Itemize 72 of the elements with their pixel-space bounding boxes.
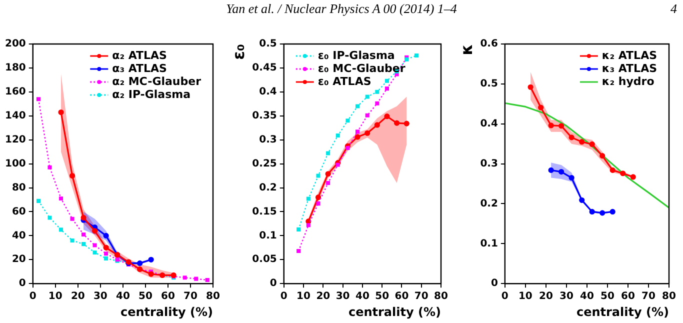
x-axis-title: centrality (%) (348, 304, 441, 319)
x-tick-label: 30 (93, 291, 108, 302)
x-tick-label: 60 (161, 291, 175, 302)
y-tick-label: 0.3 (259, 134, 277, 146)
x-tick-label: 10 (296, 291, 311, 302)
y-tick-label: 0 (490, 278, 498, 290)
y-tick-label: 0.5 (259, 38, 277, 50)
y-tick-label: 80 (12, 182, 26, 194)
legend-label: κ₂ hydro (602, 74, 655, 88)
y-tick-label: 0.25 (252, 158, 277, 170)
x-tick-label: 30 (336, 291, 350, 302)
y-tick-label: 0.2 (259, 182, 277, 194)
legend-label: α₂ MC-Glauber (112, 74, 202, 88)
x-tick-label: 70 (642, 291, 656, 302)
x-tick-label: 80 (434, 291, 448, 302)
y-axis-title: ε₀ (228, 44, 248, 60)
y-tick-label: 0.15 (252, 206, 277, 218)
y-tick-label: 60 (12, 206, 26, 218)
y-tick-label: 0.4 (480, 118, 498, 130)
x-tick-label: 10 (518, 291, 532, 302)
legend-label: α₂ ATLAS (112, 48, 168, 62)
x-tick-label: 0 (501, 291, 508, 302)
x-tick-label: 50 (375, 291, 390, 302)
y-tick-label: 160 (5, 86, 26, 98)
x-axis-title: centrality (%) (120, 304, 213, 319)
x-tick-label: 40 (116, 291, 130, 302)
x-tick-label: 40 (580, 291, 594, 302)
legend-label: α₃ ATLAS (112, 62, 168, 75)
x-tick-label: 80 (206, 291, 220, 302)
y-axis-title: κ (456, 44, 476, 56)
x-tick-label: 50 (600, 291, 614, 302)
y-tick-label: 100 (5, 158, 26, 170)
x-tick-label: 0 (280, 291, 288, 302)
y-tick-label: 0.5 (480, 78, 498, 90)
legend-label: ε₀ IP-Glasma (318, 48, 395, 62)
x-tick-label: 40 (355, 291, 370, 302)
y-tick-label: 40 (12, 230, 26, 242)
x-tick-label: 50 (138, 291, 152, 302)
y-tick-label: 200 (5, 38, 26, 50)
legend-label: κ₂ ATLAS (602, 48, 658, 62)
y-tick-label: 0 (18, 278, 26, 290)
x-tick-label: 20 (538, 291, 553, 302)
legend-label: κ₃ ATLAS (602, 62, 658, 75)
y-tick-label: 0.45 (252, 62, 277, 74)
y-tick-label: 0.6 (480, 38, 498, 50)
y-tick-label: 0 (270, 278, 277, 290)
x-tick-label: 60 (394, 291, 409, 302)
legend-label: ε₀ ATLAS (318, 74, 372, 88)
x-tick-label: 0 (29, 291, 36, 302)
x-tick-label: 60 (621, 291, 635, 302)
text: Yan et al. / Nuclear Physics A 00 (2014) 1–4 (226, 1, 457, 16)
x-tick-label: 30 (559, 291, 574, 302)
x-tick-label: 80 (662, 291, 676, 302)
y-tick-label: 0.2 (480, 198, 498, 210)
y-tick-label: 20 (12, 254, 26, 266)
y-tick-label: 0.4 (259, 86, 277, 98)
x-tick-label: 10 (48, 291, 62, 302)
y-tick-label: 0.35 (252, 110, 277, 122)
y-tick-label: 120 (5, 134, 26, 146)
y-tick-label: 180 (5, 62, 26, 74)
y-tick-label: 140 (5, 110, 26, 122)
y-tick-label: 0.1 (259, 230, 277, 242)
x-tick-label: 20 (316, 291, 330, 302)
y-tick-label: 0.05 (252, 254, 277, 266)
y-tick-label: 0.3 (480, 158, 498, 170)
x-axis-title: centrality (%) (576, 304, 669, 319)
y-tick-label: 0.1 (480, 238, 498, 250)
legend-label: α₂ IP-Glasma (112, 88, 191, 101)
x-tick-label: 70 (184, 291, 198, 302)
text: 4 (670, 1, 677, 17)
x-tick-label: 70 (414, 291, 428, 302)
x-tick-label: 20 (70, 291, 85, 302)
